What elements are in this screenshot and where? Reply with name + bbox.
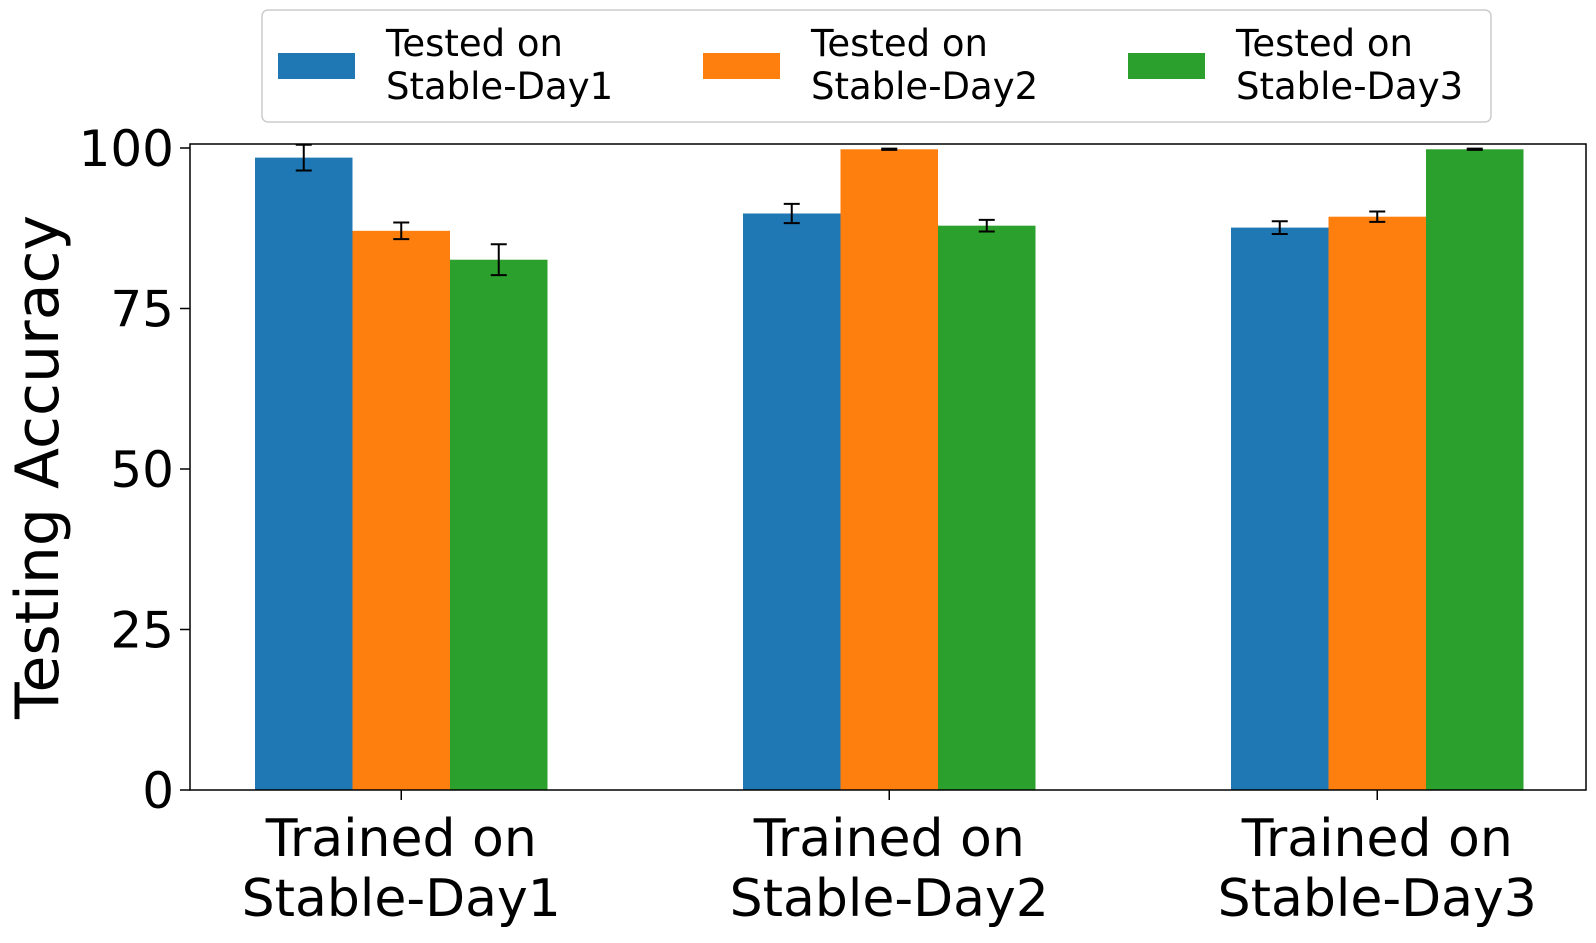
legend-label-1: Tested on Stable-Day1 (385, 22, 613, 108)
y-tick-label-5: 100 (79, 120, 174, 178)
legend-swatch-1 (278, 53, 355, 79)
y-tick-label-2: 25 (110, 602, 174, 660)
bar-s2-c3 (1328, 216, 1426, 791)
legend-swatch-3 (1128, 53, 1205, 79)
bar-s1-c1 (255, 157, 353, 790)
error-bar-s2-c3 (1369, 210, 1386, 223)
bar-s3-c1 (450, 259, 548, 790)
y-axis: 0 25 50 75 100 (79, 120, 190, 820)
legend-item-1: Tested on Stable-Day1 (278, 22, 613, 108)
error-bar-s1-c1 (295, 143, 312, 172)
error-bar-s2-c1 (393, 221, 410, 241)
legend: Tested on Stable-Day1 Tested on Stable-Day2… (261, 9, 1492, 123)
bar-s3-c2 (938, 225, 1036, 790)
error-bars-group (295, 143, 1483, 277)
error-bar-s3-c3 (1466, 147, 1483, 151)
legend-swatch-2 (703, 53, 780, 79)
x-tick-label-3: Trained on Stable-Day3 (1218, 809, 1537, 929)
bar-s1-c2 (743, 213, 841, 790)
error-bar-s1-c3 (1271, 220, 1288, 236)
legend-frame (261, 9, 1492, 123)
x-tick-label-2: Trained on Stable-Day2 (730, 809, 1049, 929)
plot-area-frame (189, 143, 1587, 791)
y-tick-label-4: 75 (110, 281, 174, 339)
legend-item-2: Tested on Stable-Day2 (703, 22, 1038, 108)
bar-s1-c3 (1231, 227, 1329, 790)
y-tick-label-1: 0 (142, 762, 174, 820)
bar-s2-c1 (352, 230, 450, 790)
legend-item-3: Tested on Stable-Day3 (1128, 22, 1463, 108)
legend-label-2: Tested on Stable-Day2 (810, 22, 1038, 108)
bar-s2-c2 (840, 149, 938, 790)
y-axis-title: Testing Accuracy (3, 215, 73, 720)
error-bar-s3-c1 (490, 243, 507, 277)
legend-label-3: Tested on Stable-Day3 (1235, 22, 1463, 108)
error-bar-s1-c2 (783, 202, 800, 225)
x-axis: Trained on Stable-Day1 Trained on Stable-Da… (242, 790, 1537, 929)
bars-group (255, 149, 1524, 791)
error-bar-s3-c2 (978, 218, 995, 233)
error-bar-s2-c2 (881, 147, 898, 151)
y-tick-label-3: 50 (110, 441, 174, 499)
bar-s3-c3 (1426, 149, 1524, 790)
x-tick-label-1: Trained on Stable-Day1 (242, 809, 561, 929)
